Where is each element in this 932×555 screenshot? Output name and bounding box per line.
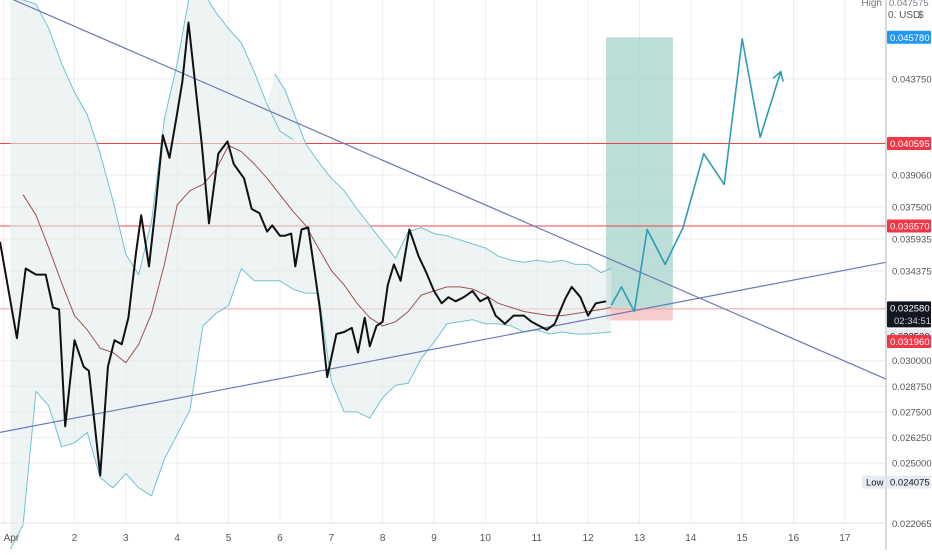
y-tick-labels: 0.043750 0.039060 0.037500 0.035935 0.034375… <box>892 74 932 529</box>
trendline-line[interactable] <box>0 261 887 433</box>
price-tag-resistance-lower[interactable] <box>887 219 931 233</box>
x-tick-labels: Apr 2 3 4 5 6 7 8 9 10 11 12 13 14 15 16 17 <box>4 533 851 544</box>
price-tag-label: 0.024075 <box>890 478 930 489</box>
x-tick-label: 12 <box>583 533 595 544</box>
x-tick-label: 10 <box>480 533 492 544</box>
x-tick-label: 15 <box>737 533 749 544</box>
upper-band-line[interactable] <box>10 0 294 276</box>
price-axis-background <box>886 0 932 550</box>
x-tick-label: 13 <box>634 533 646 544</box>
x-tick-label: 9 <box>431 533 437 544</box>
y-tick-label: 0.026250 <box>892 433 932 444</box>
price-tag-label: 0.040595 <box>890 139 930 150</box>
y-tick-label: 0.034375 <box>892 267 932 278</box>
price-axis[interactable]: 0.043750 0.039060 0.037500 0.035935 0.034375… <box>861 0 932 550</box>
low-label: Low <box>866 478 884 489</box>
y-tick-label: 0.022065 <box>892 519 932 530</box>
band-fill <box>10 0 612 550</box>
x-tick-label: 2 <box>72 533 78 544</box>
x-tick-label: 4 <box>174 533 180 544</box>
y-tick-label: 0.027500 <box>892 407 932 418</box>
x-tick-label: 7 <box>329 533 335 544</box>
x-tick-label: 14 <box>685 533 697 544</box>
currency-label: 0. USD <box>888 10 920 21</box>
lower-band-line[interactable] <box>9 268 612 550</box>
trendline-line[interactable] <box>0 0 887 380</box>
price-tag-low-value[interactable] <box>887 475 931 489</box>
price-tag-resistance-upper[interactable] <box>887 137 931 151</box>
high-label: High <box>861 0 882 9</box>
x-tick-label: 11 <box>532 533 543 544</box>
price-tag-label: 0.036570 <box>890 222 930 233</box>
price-tag-projection-top[interactable] <box>887 30 931 44</box>
x-tick-label: 17 <box>839 533 851 544</box>
price-tags: 0.045780 0.040595 0.036570 0.032580 02:34:51… <box>862 30 931 489</box>
projection-line[interactable] <box>610 38 782 313</box>
price-tag-label: 0.032580 <box>890 303 930 314</box>
x-tick-label: 3 <box>123 533 129 544</box>
mid-band-line[interactable] <box>22 145 612 364</box>
y-tick-label: 0.043750 <box>892 74 932 85</box>
price-line[interactable] <box>0 21 607 477</box>
price-tag-label: 0.031960 <box>890 337 930 348</box>
y-tick-label: 0.025000 <box>892 459 932 470</box>
countdown-label: 02:34:51 <box>894 316 931 327</box>
x-tick-label: 6 <box>277 533 283 544</box>
y-tick-label: 0.037500 <box>892 202 932 213</box>
price-tag-stop-red[interactable] <box>887 335 931 349</box>
x-tick-label: 8 <box>380 533 386 544</box>
stop-zone[interactable] <box>606 307 673 321</box>
target-zone[interactable] <box>606 37 673 308</box>
y-tick-label: 0.035935 <box>892 235 932 246</box>
series-layer <box>0 0 887 550</box>
y-tick-label: 0.028750 <box>892 382 932 393</box>
y-tick-label: 0.039060 <box>892 171 932 182</box>
y-tick-label: 0.030000 <box>892 356 932 367</box>
x-tick-label: Apr <box>4 533 20 544</box>
price-tag-last-price[interactable] <box>887 301 931 328</box>
x-tick-label: 16 <box>788 533 800 544</box>
projection-arrowhead <box>772 70 784 82</box>
low-label-box <box>862 475 886 489</box>
x-tick-label: 5 <box>226 533 232 544</box>
upper-band-line[interactable] <box>274 73 612 274</box>
price-tag-label: 0.045780 <box>890 33 930 44</box>
high-value: 0.047575 <box>889 0 929 9</box>
header-readout: High 0.047575 0. USD $ <box>861 0 928 21</box>
time-axis[interactable]: Apr 2 3 4 5 6 7 8 9 10 11 12 13 14 15 16 17 <box>0 522 886 544</box>
dollar-icon[interactable]: $ <box>918 10 924 21</box>
